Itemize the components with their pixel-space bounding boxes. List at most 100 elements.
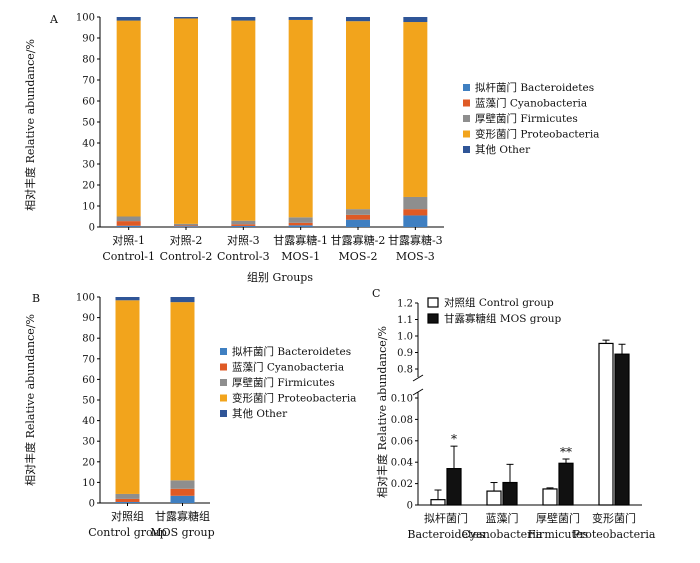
y-tick-label: 50: [82, 396, 95, 407]
bar-segment-a-1-2: [116, 221, 141, 226]
x-tick-label-en: MOS-1: [281, 250, 320, 263]
panel-label-a: A: [49, 13, 59, 26]
x-tick-label-en: Control-1: [102, 250, 155, 263]
y-tick-label: 0.9: [397, 348, 413, 359]
x-tick-label-cn: 对照组: [111, 509, 144, 523]
x-tick-label-en: Proteobacteria: [573, 528, 656, 541]
y-tick-label: 80: [82, 334, 95, 345]
bar-segment-a-4-1: [288, 225, 313, 227]
y-axis-label-c: 相对丰度 Relative abundance/%: [375, 326, 389, 498]
bar-c-3-2: [558, 462, 574, 506]
bar-segment-b-2-2: [170, 488, 195, 496]
x-tick-label-cn: 对照-1: [112, 233, 145, 247]
bar-segment-a-6-2: [403, 209, 428, 216]
y-tick-label: 10: [82, 202, 95, 213]
significance-mark: **: [560, 445, 572, 459]
legend-entry: 其他 Other: [232, 407, 288, 420]
legend-entry: 拟杆菌门 Bacteroidetes: [232, 345, 351, 358]
y-tick-label: 10: [82, 478, 95, 489]
bar-segment-a-3-1: [231, 225, 256, 227]
y-tick-label: 0: [407, 501, 413, 512]
bar-segment-a-3-2: [231, 224, 256, 226]
y-tick-label: 30: [82, 437, 95, 448]
panel-label-c: C: [372, 287, 380, 300]
legend-entry: 其他 Other: [475, 143, 531, 156]
y-tick-label: 20: [82, 457, 95, 468]
y-tick-label: 40: [82, 139, 95, 150]
bar-segment-a-3-5: [231, 17, 256, 21]
legend-swatch: [220, 379, 227, 386]
y-tick-label: 70: [82, 354, 95, 365]
panel-c-chart: 0 0.02 0.04 0.06 0.08 0.10 0.8 0.9 1.0 1.1 1.2 * 拟杆菌…: [391, 296, 656, 541]
legend-swatch: [463, 115, 470, 122]
y-tick-label: 1.1: [397, 315, 413, 326]
bar-segment-a-1-4: [116, 20, 141, 217]
legend-entry: 厚壁菌门 Firmicutes: [475, 112, 578, 125]
bar-segment-b-1-2: [115, 498, 140, 502]
bar-segment-b-1-4: [115, 300, 140, 494]
bar-segment-a-6-4: [403, 22, 428, 197]
x-tick-label-en: Firmicutes: [528, 528, 589, 541]
bar-c-2-2: [502, 481, 518, 506]
bar-segment-b-2-5: [170, 297, 195, 303]
bar-c-2-1: [486, 490, 502, 506]
y-axis-label-a: 相对丰度 Relative abundance/%: [23, 39, 37, 211]
axis-break-mark: [412, 388, 424, 396]
bar-segment-a-3-4: [231, 20, 256, 221]
bar-c-4-1: [598, 342, 614, 506]
x-tick-label-en: MOS-3: [396, 250, 435, 263]
x-tick-label-cn: 甘露寡糖-1: [273, 233, 328, 247]
panel-a-chart: 0 10 20 30 40 50 60 70 80 90 100 对照-1 Control-1 对照-2 C…: [76, 13, 600, 264]
bar-segment-b-2-3: [170, 480, 195, 489]
panel-b-chart: 0 10 20 30 40 50 60 70 80 90 100 对照组 Control group 甘露…: [76, 293, 357, 540]
bar-segment-a-4-2: [288, 222, 313, 226]
y-axis-label-b: 相对丰度 Relative abundance/%: [23, 314, 37, 486]
x-tick-label-cn: 厚壁菌门: [536, 511, 580, 525]
bar-segment-a-1-1: [116, 225, 141, 227]
x-tick-label-en: MOS-2: [339, 250, 378, 263]
y-tick-label: 80: [82, 55, 95, 66]
axis-break-mark: [412, 374, 424, 382]
y-tick-label: 20: [82, 181, 95, 192]
bar-segment-b-2-1: [170, 495, 195, 503]
x-tick-label-cn: 对照-2: [170, 233, 203, 247]
bar-segment-a-4-4: [288, 19, 313, 218]
legend-swatch: [463, 84, 470, 91]
bar-segment-a-3-3: [231, 220, 256, 225]
x-tick-label-cn: 拟杆菌门: [424, 511, 468, 525]
bar-segment-a-2-1: [174, 226, 198, 227]
x-tick-label-en: Control-3: [217, 250, 270, 263]
x-tick-label-cn: 甘露寡糖组: [155, 509, 210, 523]
bar-segment-b-1-3: [115, 493, 140, 499]
y-tick-label: 40: [82, 416, 95, 427]
x-tick-label-en: Control-2: [160, 250, 213, 263]
bar-c-1-1: [430, 499, 446, 506]
y-tick-label: 60: [82, 97, 95, 108]
bar-segment-a-6-1: [403, 215, 428, 227]
bar-c-4-2: [614, 353, 630, 506]
y-tick-label: 0: [89, 499, 95, 510]
y-tick-label: 100: [76, 13, 95, 24]
legend-swatch: [220, 363, 227, 371]
x-tick-label-en: Cyanobacteria: [462, 528, 543, 541]
y-tick-label: 100: [76, 293, 95, 304]
bar-c-1-2: [446, 468, 462, 506]
x-tick-label-cn: 甘露寡糖-2: [331, 233, 386, 247]
bar-segment-a-2-4: [174, 18, 198, 224]
legend-entry: 蓝藻门 Cyanobacteria: [475, 97, 587, 110]
y-tick-label: 0.08: [391, 415, 413, 426]
x-tick-label-en: MOS group: [150, 526, 214, 539]
bar-segment-a-2-3: [174, 223, 198, 226]
legend-entry: 拟杆菌门 Bacteroidetes: [475, 81, 594, 94]
y-tick-label: 30: [82, 160, 95, 171]
legend-swatch: [463, 146, 470, 153]
legend-entry: 厚壁菌门 Firmicutes: [232, 376, 335, 389]
bar-segment-a-5-5: [346, 17, 370, 22]
bar-segment-a-5-4: [346, 21, 370, 210]
y-tick-label: 0: [89, 223, 95, 234]
x-tick-label-cn: 变形菌门: [592, 511, 636, 525]
y-tick-label: 1.2: [397, 299, 413, 310]
panel-label-b: B: [32, 292, 40, 305]
bar-segment-a-6-5: [403, 17, 428, 23]
legend-swatch: [220, 348, 227, 355]
